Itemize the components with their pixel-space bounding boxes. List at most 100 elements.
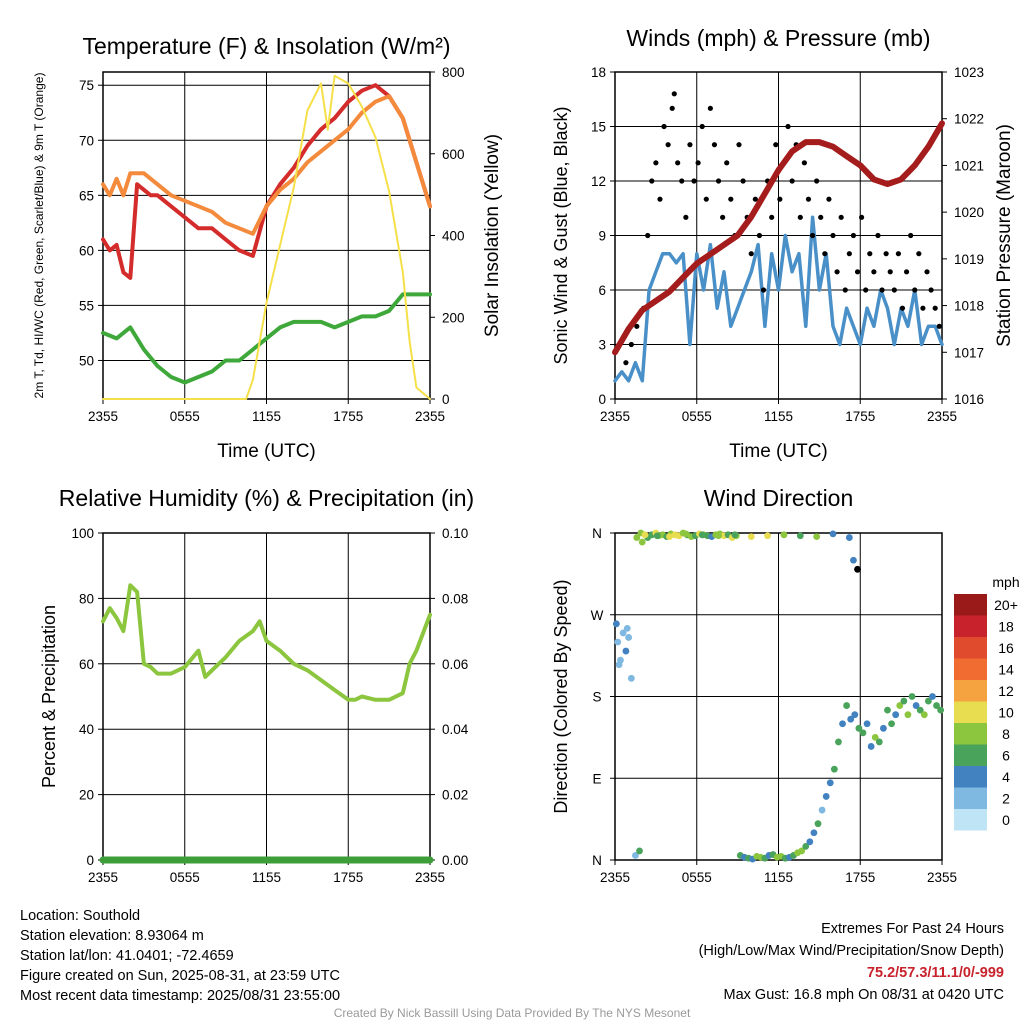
legend-swatch bbox=[954, 615, 987, 637]
y-tick-label: 18 bbox=[591, 65, 606, 80]
gust-point bbox=[683, 214, 689, 220]
gust-point bbox=[785, 123, 791, 130]
legend-label: 10 bbox=[998, 705, 1014, 721]
x-tick-label: 1155 bbox=[252, 409, 281, 424]
direction-point bbox=[612, 620, 620, 628]
gust-point bbox=[645, 232, 651, 239]
chart-title: Winds (mph) & Pressure (mb) bbox=[626, 25, 930, 51]
direction-point bbox=[904, 711, 912, 719]
x-axis-label: Time (UTC) bbox=[217, 441, 316, 462]
gust-point bbox=[653, 160, 659, 166]
series-line-9m-t bbox=[101, 94, 432, 236]
gust-point bbox=[720, 214, 726, 220]
gust-point bbox=[854, 269, 861, 275]
y2-tick-label: 1023 bbox=[954, 65, 984, 80]
x-tick-label: 2355 bbox=[415, 870, 445, 885]
x-tick-label: 0555 bbox=[170, 870, 200, 885]
gust-point bbox=[628, 341, 634, 348]
extremes-subtitle: (High/Low/Max Wind/Precipitation/Snow De… bbox=[698, 943, 1004, 959]
gust-point bbox=[777, 196, 783, 202]
gust-point bbox=[797, 214, 803, 220]
y-tick-label: 50 bbox=[79, 353, 94, 368]
x-tick-label: 2355 bbox=[415, 409, 445, 424]
x-tick-label: 2355 bbox=[88, 870, 118, 885]
gust-point bbox=[711, 142, 718, 148]
y2-tick-label: 1017 bbox=[954, 345, 984, 360]
direction-point bbox=[636, 847, 643, 855]
direction-point bbox=[920, 711, 928, 719]
gust-point bbox=[842, 287, 848, 293]
direction-point bbox=[871, 733, 879, 741]
y-tick-label: 3 bbox=[598, 338, 606, 353]
direction-point bbox=[855, 724, 863, 732]
x-tick-label: 0555 bbox=[682, 870, 712, 885]
legend-swatch bbox=[954, 701, 987, 723]
direction-point bbox=[863, 720, 871, 728]
direction-point bbox=[847, 715, 855, 723]
direction-point bbox=[854, 565, 861, 573]
y2-tick-label: 0.10 bbox=[442, 526, 468, 541]
gust-point bbox=[756, 232, 763, 239]
direction-point bbox=[818, 806, 826, 814]
legend-swatch bbox=[954, 809, 987, 831]
y-axis-label: Sonic Wind & Gust (Blue, Black) bbox=[551, 106, 571, 364]
legend-label: 16 bbox=[998, 640, 1014, 656]
direction-point bbox=[933, 702, 940, 709]
y2-tick-label: 600 bbox=[442, 147, 465, 162]
gust-point bbox=[736, 142, 742, 148]
gust-point bbox=[814, 178, 820, 184]
gust-point bbox=[691, 178, 697, 184]
direction-point bbox=[780, 531, 788, 539]
gust-point bbox=[675, 160, 681, 166]
legend-label: 12 bbox=[998, 683, 1014, 699]
y-tick-label: E bbox=[592, 771, 601, 786]
y-tick-label: 100 bbox=[71, 526, 94, 541]
direction-point bbox=[666, 533, 673, 541]
gust-point bbox=[760, 287, 767, 293]
y2-axis-label: Solar Insolation (Yellow) bbox=[482, 134, 503, 337]
gust-point bbox=[875, 232, 881, 239]
gust-point bbox=[748, 251, 754, 257]
x-tick-label: 2355 bbox=[927, 409, 957, 424]
extremes-info: Extremes For Past 24 Hours (High/Low/Max… bbox=[699, 918, 1004, 1006]
y-axis-label: 2m T, Td, HI/WC (Red, Green, Scarlet/Blu… bbox=[32, 73, 46, 399]
legend-label: 2 bbox=[1002, 791, 1010, 807]
y2-tick-label: 0 bbox=[442, 392, 450, 407]
gust-point bbox=[634, 323, 640, 329]
gust-point bbox=[809, 232, 816, 239]
direction-point bbox=[851, 711, 859, 719]
y-tick-label: S bbox=[592, 690, 601, 705]
credit-text: Created By Nick Bassill Using Data Provi… bbox=[333, 1006, 691, 1020]
gust-point bbox=[789, 178, 795, 184]
y2-tick-label: 1019 bbox=[954, 252, 984, 267]
direction-point bbox=[802, 842, 810, 850]
legend-swatch bbox=[954, 637, 987, 659]
direction-point bbox=[632, 852, 639, 859]
recent-data-text: Most recent data timestamp: 2025/08/31 2… bbox=[20, 988, 341, 1004]
y2-tick-label: 1016 bbox=[954, 392, 984, 407]
gust-point bbox=[895, 251, 902, 257]
direction-point bbox=[937, 706, 945, 714]
direction-point bbox=[822, 793, 830, 800]
gust-point bbox=[834, 269, 840, 275]
x-tick-label: 2355 bbox=[600, 409, 630, 424]
y2-tick-label: 200 bbox=[442, 310, 465, 325]
legend-label: 18 bbox=[998, 619, 1014, 635]
gust-point bbox=[679, 178, 685, 184]
gust-point bbox=[661, 123, 667, 130]
gust-point bbox=[846, 251, 852, 257]
y2-tick-label: 0.06 bbox=[442, 657, 468, 672]
chart-title: Wind Direction bbox=[704, 485, 854, 511]
legend-swatch bbox=[954, 766, 987, 788]
direction-point bbox=[850, 556, 857, 564]
series-line-station-pressure bbox=[612, 120, 945, 356]
y-tick-label: 70 bbox=[79, 133, 94, 148]
x-tick-label: 0555 bbox=[682, 409, 712, 424]
y2-tick-label: 0.04 bbox=[442, 722, 469, 737]
direction-point bbox=[653, 532, 661, 540]
x-tick-label: 0555 bbox=[170, 409, 200, 424]
y-tick-label: 60 bbox=[79, 243, 94, 258]
extremes-title: Extremes For Past 24 Hours bbox=[821, 921, 1004, 937]
gust-point bbox=[699, 123, 705, 130]
y-tick-label: 0 bbox=[86, 853, 94, 868]
